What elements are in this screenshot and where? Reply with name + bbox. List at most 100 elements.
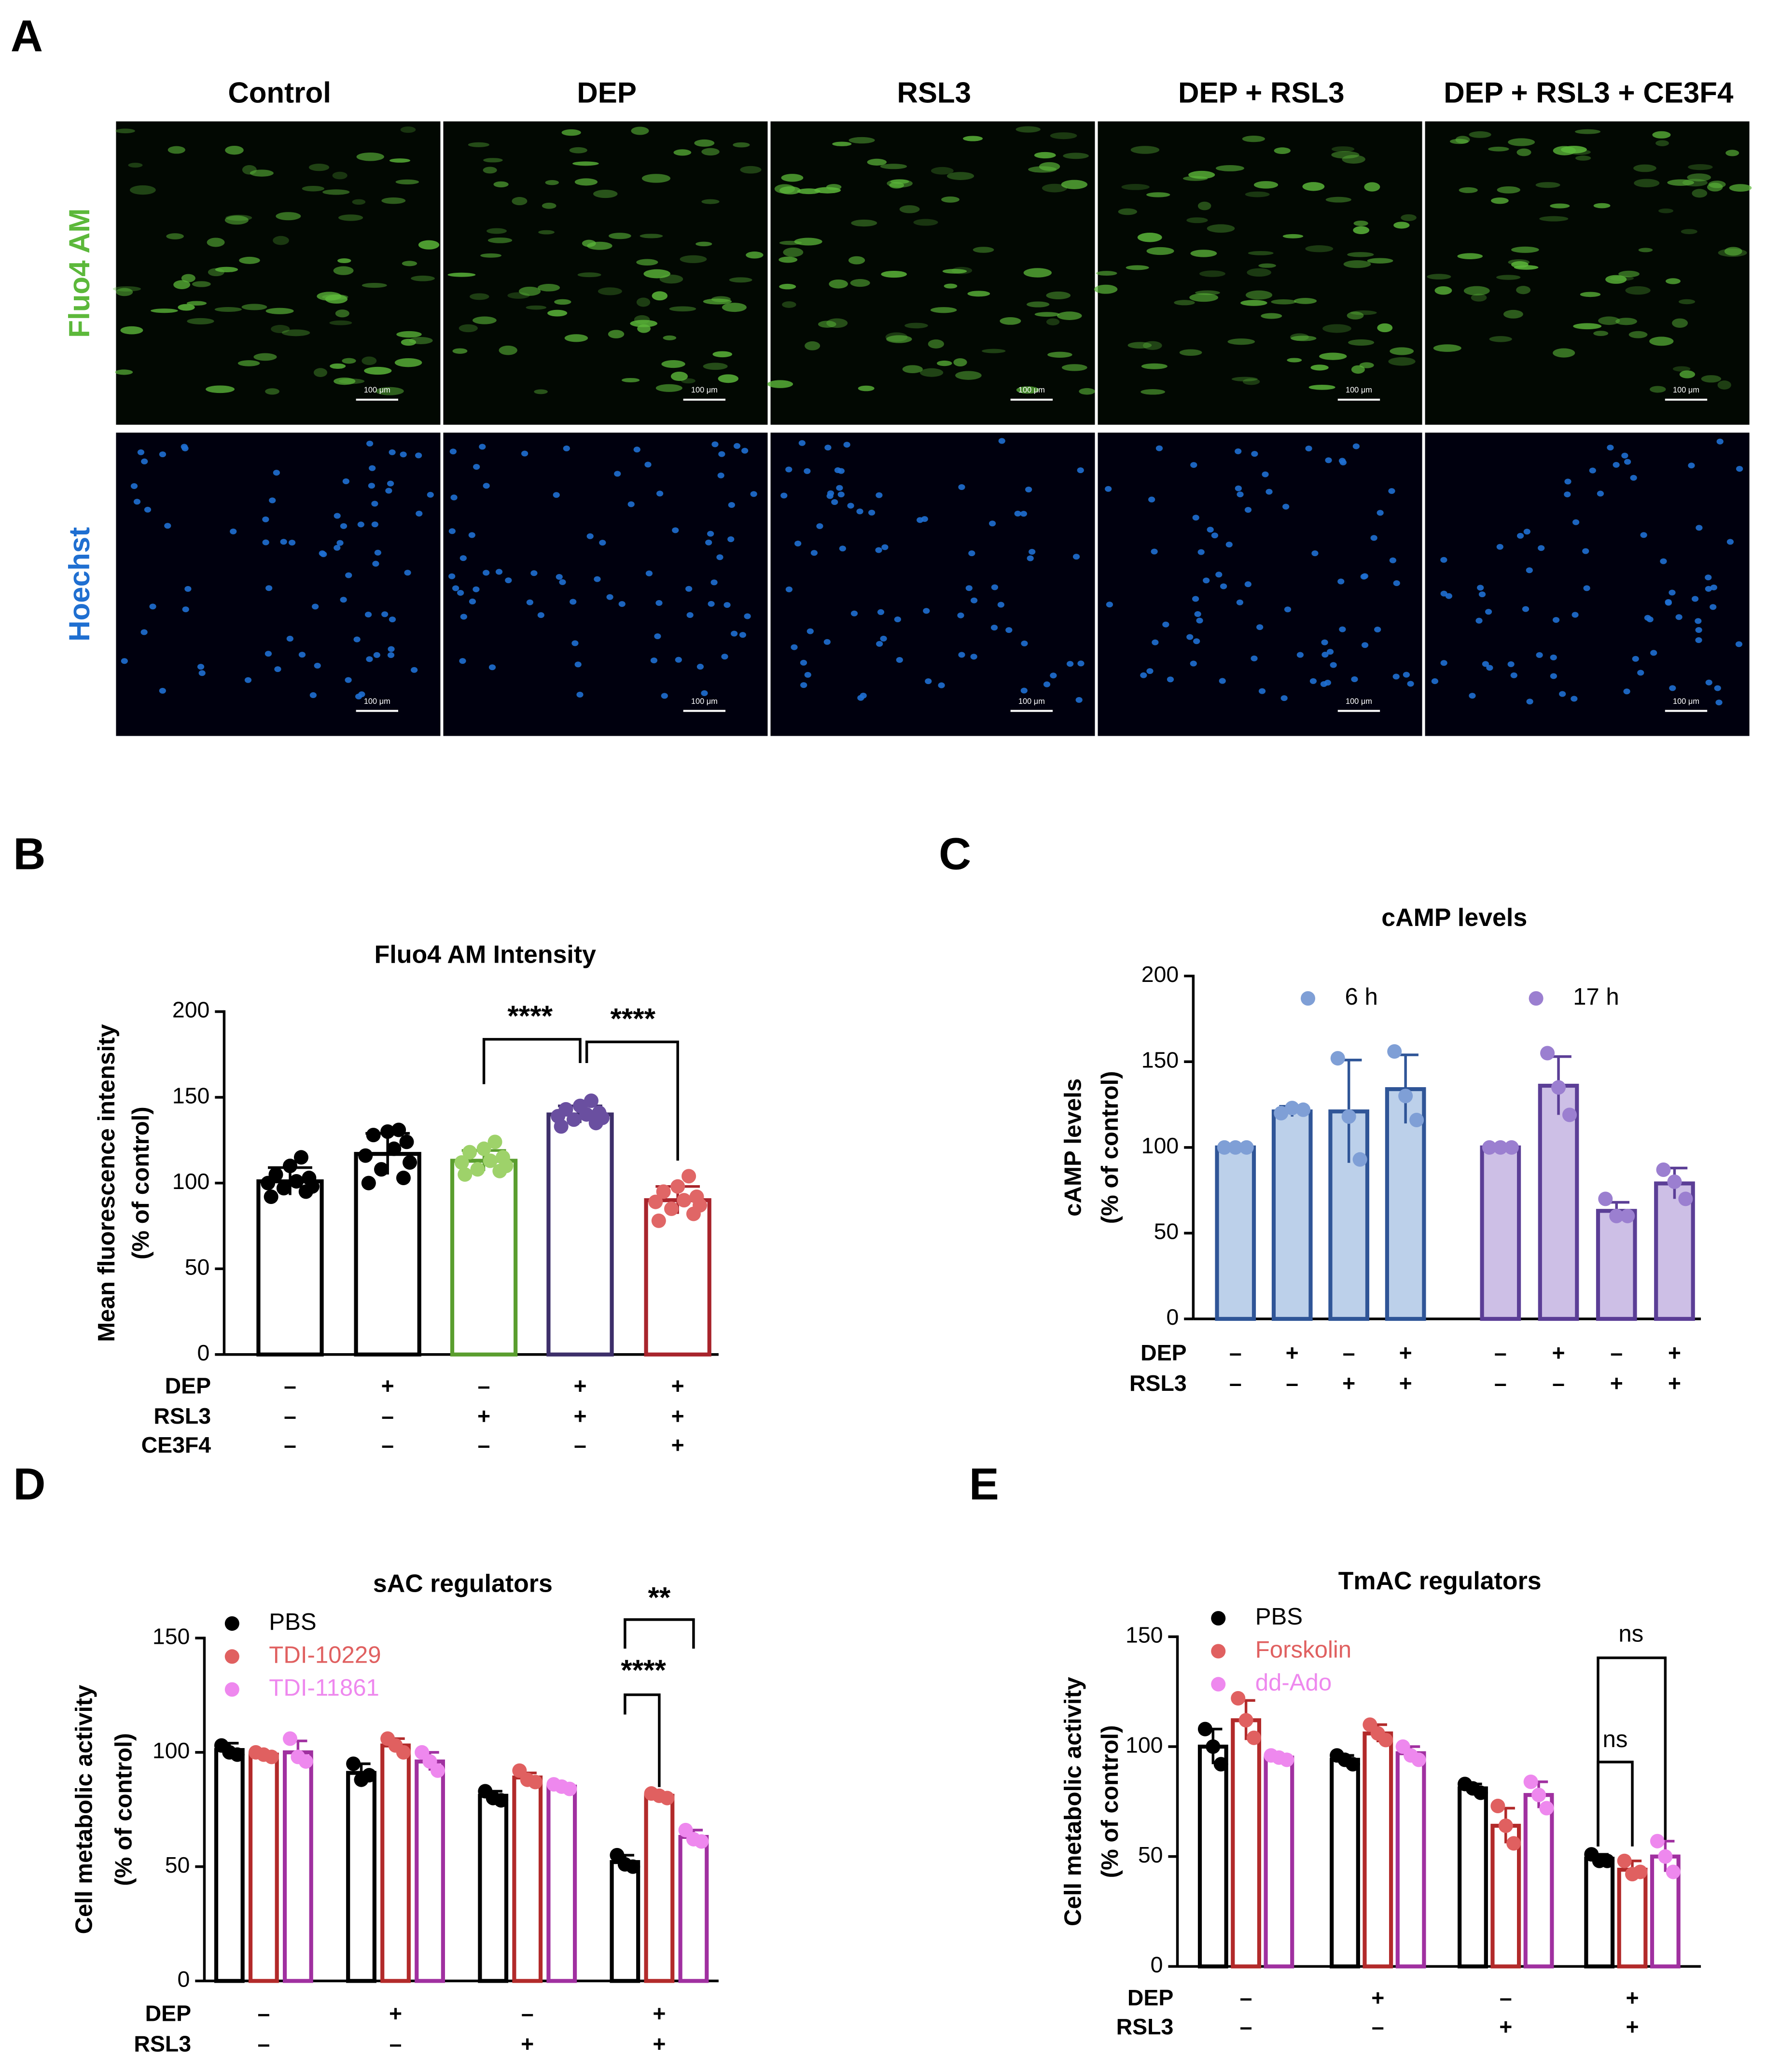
y-tick-label: 50 xyxy=(1138,1842,1163,1867)
data-point xyxy=(374,1162,389,1177)
cell xyxy=(1347,311,1364,320)
cell xyxy=(1050,672,1057,679)
cell xyxy=(1508,138,1535,146)
micrograph xyxy=(443,121,768,425)
cell xyxy=(1284,606,1292,613)
cell xyxy=(230,528,237,534)
cell xyxy=(843,442,850,448)
data-point xyxy=(1279,1752,1294,1767)
data-point xyxy=(1482,1140,1497,1155)
cell xyxy=(831,499,838,505)
cell xyxy=(1021,640,1028,646)
cell xyxy=(1190,250,1217,257)
data-point xyxy=(282,1159,298,1174)
cell xyxy=(1321,639,1328,645)
cell xyxy=(997,602,1004,608)
cell xyxy=(262,516,269,522)
panel-label: D xyxy=(13,1459,45,1509)
cell xyxy=(1628,331,1648,338)
bar xyxy=(248,1752,279,1983)
cell xyxy=(416,510,423,517)
cell xyxy=(1649,336,1674,346)
cell xyxy=(1539,216,1569,222)
cell xyxy=(877,609,885,615)
legend-marker xyxy=(224,1616,239,1631)
cell xyxy=(800,682,807,688)
cell xyxy=(286,635,293,642)
cell xyxy=(371,521,378,528)
cell xyxy=(1296,652,1304,658)
micrograph xyxy=(1098,433,1422,736)
cell xyxy=(1597,490,1604,497)
condition-label: RSL3 xyxy=(153,1403,211,1428)
cell xyxy=(785,586,793,592)
cell xyxy=(396,331,422,338)
condition-mark: – xyxy=(1343,1340,1355,1365)
cell xyxy=(1311,550,1319,557)
data-point xyxy=(346,1756,361,1771)
condition-mark: – xyxy=(389,2031,402,2056)
condition-mark: + xyxy=(389,2001,402,2026)
bar xyxy=(1197,1744,1228,1969)
data-point xyxy=(1341,1109,1356,1124)
cell xyxy=(1094,284,1118,294)
cell xyxy=(779,186,801,195)
data-point xyxy=(648,1194,663,1209)
cell xyxy=(574,178,598,186)
data-point xyxy=(282,1731,298,1746)
condition-mark: + xyxy=(653,2001,666,2026)
cell xyxy=(1305,445,1312,451)
cell xyxy=(452,348,468,354)
cell xyxy=(942,268,967,274)
cell xyxy=(1046,291,1071,300)
cell xyxy=(265,585,273,591)
cell xyxy=(886,335,912,343)
cell xyxy=(1075,697,1083,703)
cell xyxy=(1552,617,1560,623)
cell xyxy=(1736,466,1743,472)
cell xyxy=(526,599,533,605)
cell xyxy=(703,298,732,305)
cell xyxy=(839,546,846,552)
cell xyxy=(112,286,141,292)
condition-mark: – xyxy=(478,1432,490,1457)
cell xyxy=(1726,539,1734,545)
cell xyxy=(1253,181,1279,189)
cell xyxy=(302,185,325,192)
cell xyxy=(968,550,975,557)
cell xyxy=(389,616,396,623)
cell xyxy=(718,451,725,457)
significance-bracket xyxy=(1597,1761,1634,1847)
cell xyxy=(695,241,712,247)
data-point xyxy=(1656,1162,1671,1177)
legend-label: 6 h xyxy=(1345,983,1377,1010)
cell xyxy=(1162,621,1169,628)
cell xyxy=(1047,351,1072,358)
bar xyxy=(1385,1087,1426,1321)
data-point xyxy=(1387,1044,1402,1059)
condition-mark: + xyxy=(1371,1985,1384,2010)
condition-mark: + xyxy=(477,1403,490,1428)
cell xyxy=(923,608,930,614)
cell xyxy=(570,599,577,605)
cell xyxy=(672,527,679,533)
cell xyxy=(710,579,718,586)
cell xyxy=(338,214,363,221)
cell xyxy=(505,577,512,584)
y-axis-label: Cell metabolic activity xyxy=(71,1684,97,1934)
y-tick-label: 0 xyxy=(178,1967,190,1992)
scale-bar-label: 100 μm xyxy=(1018,386,1045,394)
cell xyxy=(537,612,544,618)
data-point xyxy=(1197,1722,1212,1736)
condition-label: DEP xyxy=(1140,1340,1186,1365)
cell xyxy=(1688,164,1713,170)
cell xyxy=(1538,545,1545,551)
cell xyxy=(141,458,148,464)
bar xyxy=(644,1793,675,1983)
cell xyxy=(253,353,277,361)
condition-mark: – xyxy=(257,2001,270,2026)
cell xyxy=(608,233,631,239)
cell xyxy=(569,147,587,154)
cell xyxy=(1621,452,1628,459)
